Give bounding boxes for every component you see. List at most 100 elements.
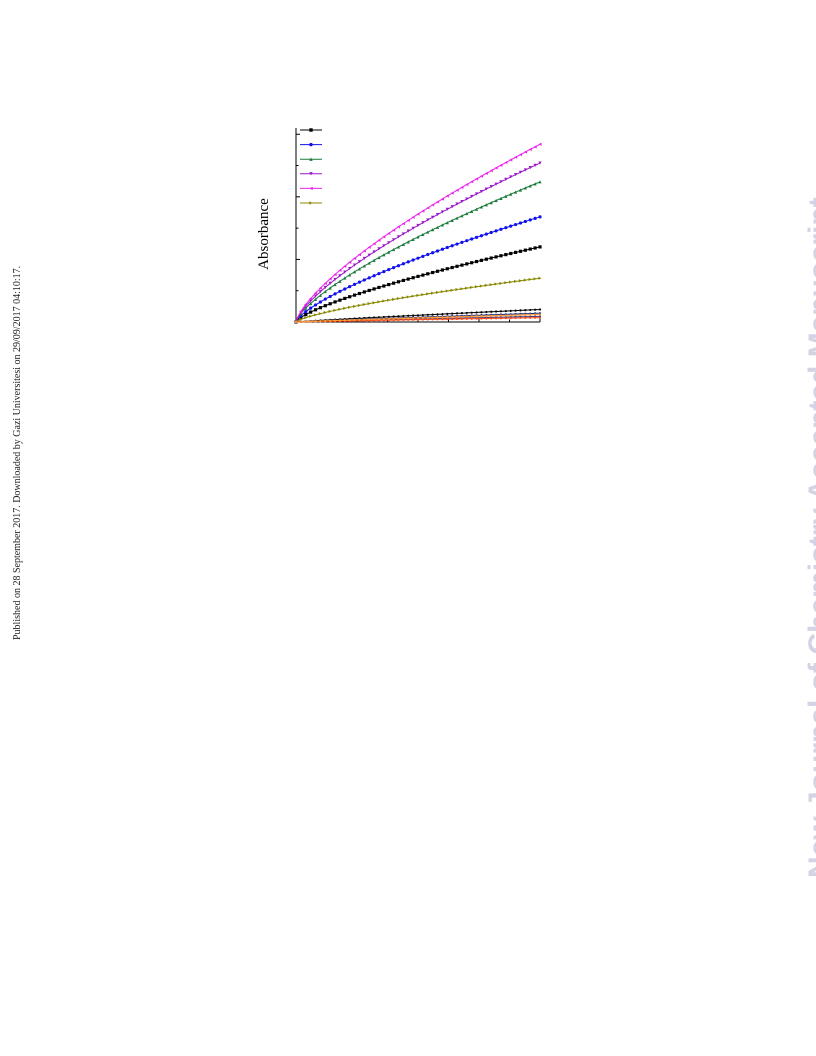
data-point <box>440 290 444 294</box>
data-point <box>338 274 342 278</box>
data-point <box>523 248 527 252</box>
data-point <box>455 315 459 318</box>
data-point <box>460 263 464 267</box>
data-point <box>474 235 479 239</box>
data-point <box>455 317 459 321</box>
data-point <box>475 315 478 318</box>
data-point <box>470 209 474 213</box>
data-point <box>362 302 366 307</box>
data-point <box>529 313 532 316</box>
data-point <box>397 317 400 320</box>
data-point <box>411 226 415 230</box>
data-point <box>494 198 498 203</box>
data-point <box>533 182 537 186</box>
data-point <box>470 315 473 318</box>
data-point <box>362 264 366 268</box>
legend <box>300 128 322 205</box>
data-point <box>396 245 401 249</box>
data-point <box>499 180 503 184</box>
series-6 <box>294 276 542 324</box>
data-point <box>445 221 449 225</box>
data-point <box>338 268 342 272</box>
data-point <box>357 291 362 296</box>
data-point <box>494 317 498 320</box>
data-point <box>509 224 513 228</box>
data-point <box>392 315 395 318</box>
data-point <box>377 255 381 260</box>
data-point <box>392 317 395 320</box>
data-point <box>343 264 347 268</box>
legend-entry <box>300 172 322 176</box>
data-point <box>348 273 352 277</box>
data-point <box>421 293 425 297</box>
data-point <box>489 283 493 287</box>
data-point <box>490 317 493 320</box>
data-point <box>494 282 498 286</box>
data-point <box>382 299 386 303</box>
data-point <box>440 223 444 227</box>
data-point <box>538 276 542 280</box>
data-point <box>533 216 537 220</box>
data-point <box>450 191 454 195</box>
data-point <box>348 318 351 322</box>
data-point <box>333 292 337 296</box>
data-point <box>484 171 488 175</box>
data-point <box>533 145 537 149</box>
data-point <box>450 265 454 270</box>
data-point <box>352 256 357 260</box>
data-point <box>479 258 484 262</box>
data-point <box>509 158 513 162</box>
data-point <box>446 312 449 315</box>
data-point <box>528 247 532 251</box>
data-point <box>421 254 425 258</box>
data-point <box>333 308 337 312</box>
data-point <box>367 276 371 280</box>
data-point <box>426 292 430 296</box>
data-point <box>396 296 401 301</box>
data-point <box>372 242 376 246</box>
data-point <box>465 315 468 318</box>
data-point <box>514 314 517 317</box>
data-point <box>328 286 332 290</box>
data-point <box>460 317 464 321</box>
data-point <box>499 227 503 231</box>
data-point <box>460 214 464 218</box>
data-point <box>538 142 542 146</box>
data-point <box>426 230 430 234</box>
data-point <box>372 274 376 278</box>
data-point <box>528 277 532 282</box>
data-point <box>416 212 420 216</box>
legend-entry <box>300 142 322 147</box>
data-point <box>377 272 381 276</box>
data-point <box>402 314 405 318</box>
data-point <box>324 319 327 322</box>
data-point <box>372 258 376 262</box>
data-point <box>435 290 440 295</box>
data-point <box>499 317 503 320</box>
data-point <box>362 256 366 261</box>
data-point <box>406 218 410 222</box>
data-point <box>455 216 459 220</box>
data-point <box>470 311 473 314</box>
data-point <box>318 286 322 290</box>
data-point <box>519 313 522 317</box>
data-point <box>460 240 464 244</box>
data-point <box>407 314 410 317</box>
data-point <box>416 314 420 317</box>
data-point <box>392 281 396 285</box>
data-point <box>387 231 391 236</box>
data-point <box>514 279 518 283</box>
data-point <box>523 186 527 190</box>
data-point <box>426 316 429 319</box>
data-point <box>479 234 484 238</box>
data-point <box>309 306 313 310</box>
data-point <box>441 312 444 316</box>
data-point <box>514 222 518 227</box>
data-point <box>426 318 429 321</box>
data-point <box>309 157 313 161</box>
data-point <box>533 163 537 167</box>
data-point <box>406 295 410 299</box>
data-point <box>357 260 362 264</box>
data-point <box>490 310 493 313</box>
data-point <box>528 147 532 152</box>
